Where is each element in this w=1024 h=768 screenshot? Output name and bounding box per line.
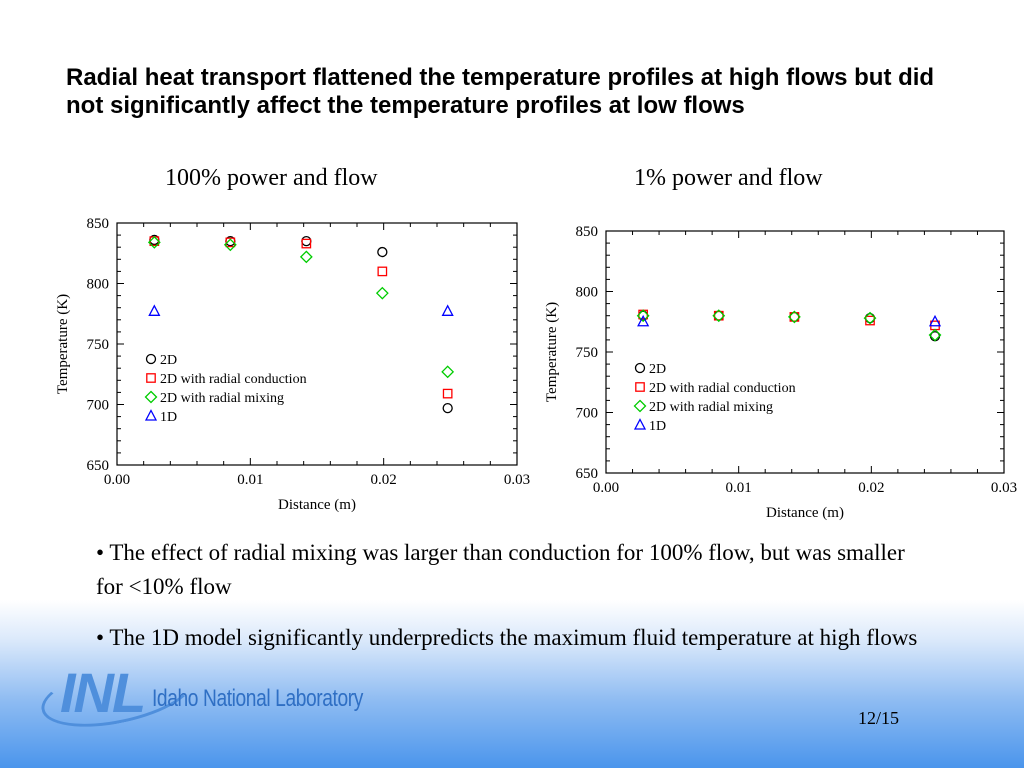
legend-label: 2D bbox=[649, 362, 666, 377]
legend-label: 2D bbox=[160, 353, 177, 368]
data-point-triangle bbox=[637, 314, 650, 327]
data-point-square bbox=[377, 266, 388, 277]
data-point-diamond bbox=[441, 365, 455, 379]
logo-mark: INL bbox=[60, 661, 146, 724]
chart-caption-full-power: 100% power and flow bbox=[165, 165, 378, 191]
legend-marker-square bbox=[146, 373, 156, 383]
legend-marker-square bbox=[635, 382, 645, 392]
data-point-triangle bbox=[148, 304, 161, 316]
data-point-diamond bbox=[863, 311, 877, 325]
x-tick-label: 0.03 bbox=[991, 480, 1017, 496]
y-axis-label: Temperature (K) bbox=[55, 294, 71, 394]
x-axis-label: Distance (m) bbox=[278, 497, 356, 513]
y-tick-label: 750 bbox=[87, 337, 110, 353]
legend-label: 1D bbox=[649, 419, 666, 434]
data-point-diamond bbox=[712, 309, 726, 323]
legend-marker-circle bbox=[634, 362, 646, 374]
data-point-diamond bbox=[147, 235, 161, 249]
legend-label: 2D with radial mixing bbox=[649, 400, 773, 415]
data-point-square bbox=[713, 310, 724, 321]
data-point-square bbox=[789, 312, 800, 322]
x-tick-label: 0.00 bbox=[593, 480, 619, 496]
legend-label: 2D with radial conduction bbox=[649, 381, 796, 396]
x-tick-label: 0.02 bbox=[371, 472, 397, 488]
legend-label: 2D with radial mixing bbox=[160, 391, 284, 406]
y-tick-label: 650 bbox=[576, 466, 599, 482]
legend-marker-diamond bbox=[633, 399, 647, 413]
legend-marker-triangle bbox=[144, 409, 158, 421]
slide-title: Radial heat transport flattened the temp… bbox=[66, 64, 935, 119]
y-tick-label: 800 bbox=[87, 277, 110, 293]
y-tick-label: 850 bbox=[87, 216, 110, 232]
data-point-circle bbox=[377, 246, 388, 258]
y-tick-label: 850 bbox=[576, 224, 599, 240]
inl-logo: INL Idaho National Laboratory bbox=[35, 649, 363, 739]
legend-marker-circle bbox=[145, 353, 157, 365]
x-tick-label: 0.01 bbox=[237, 472, 263, 488]
logo-text: Idaho National Laboratory bbox=[152, 685, 363, 712]
chart-caption-low-power: 1% power and flow bbox=[634, 165, 823, 191]
legend-marker-triangle bbox=[633, 418, 647, 430]
data-point-square bbox=[442, 388, 453, 399]
legend-label: 2D with radial conduction bbox=[160, 372, 307, 387]
y-tick-label: 700 bbox=[576, 406, 599, 422]
y-tick-label: 750 bbox=[576, 345, 599, 361]
data-point-square bbox=[865, 315, 875, 326]
data-point-diamond bbox=[223, 238, 237, 252]
data-point-diamond bbox=[928, 328, 942, 342]
bullet-1d-model: • The 1D model significantly underpredic… bbox=[96, 625, 918, 650]
plot-frame bbox=[116, 222, 518, 466]
x-tick-label: 0.00 bbox=[104, 472, 130, 488]
y-tick-label: 650 bbox=[87, 458, 110, 474]
data-point-diamond bbox=[299, 250, 313, 264]
bullet-radial-mixing: • The effect of radial mixing was larger… bbox=[96, 540, 905, 599]
temperature-chart-full-power: 0.00 0.01 0.02 0.03 650 700 750 800 850 Distance … bbox=[55, 216, 530, 513]
x-tick-label: 0.02 bbox=[858, 480, 884, 496]
legend-marker-diamond bbox=[144, 390, 158, 404]
x-axis-label: Distance (m) bbox=[766, 505, 844, 521]
y-tick-label: 700 bbox=[87, 398, 110, 414]
temperature-chart-low-power: 0.00 0.01 0.02 0.03 650 700 750 800 850 Distance … bbox=[544, 224, 1017, 521]
plot-frame bbox=[605, 230, 1005, 474]
x-tick-label: 0.01 bbox=[726, 480, 752, 496]
y-tick-label: 800 bbox=[576, 285, 599, 301]
y-axis-label: Temperature (K) bbox=[544, 302, 560, 402]
data-point-triangle bbox=[928, 314, 942, 327]
data-point-square bbox=[225, 237, 236, 248]
data-point-square bbox=[301, 238, 312, 249]
data-point-circle bbox=[301, 236, 312, 247]
data-point-diamond bbox=[787, 310, 801, 324]
data-point-diamond bbox=[636, 309, 650, 323]
data-point-circle bbox=[442, 402, 453, 414]
page-number: 12/15 bbox=[858, 708, 900, 728]
data-point-triangle bbox=[441, 304, 454, 316]
data-point-diamond bbox=[375, 286, 389, 300]
legend-label: 1D bbox=[160, 410, 177, 425]
x-tick-label: 0.03 bbox=[504, 472, 530, 488]
